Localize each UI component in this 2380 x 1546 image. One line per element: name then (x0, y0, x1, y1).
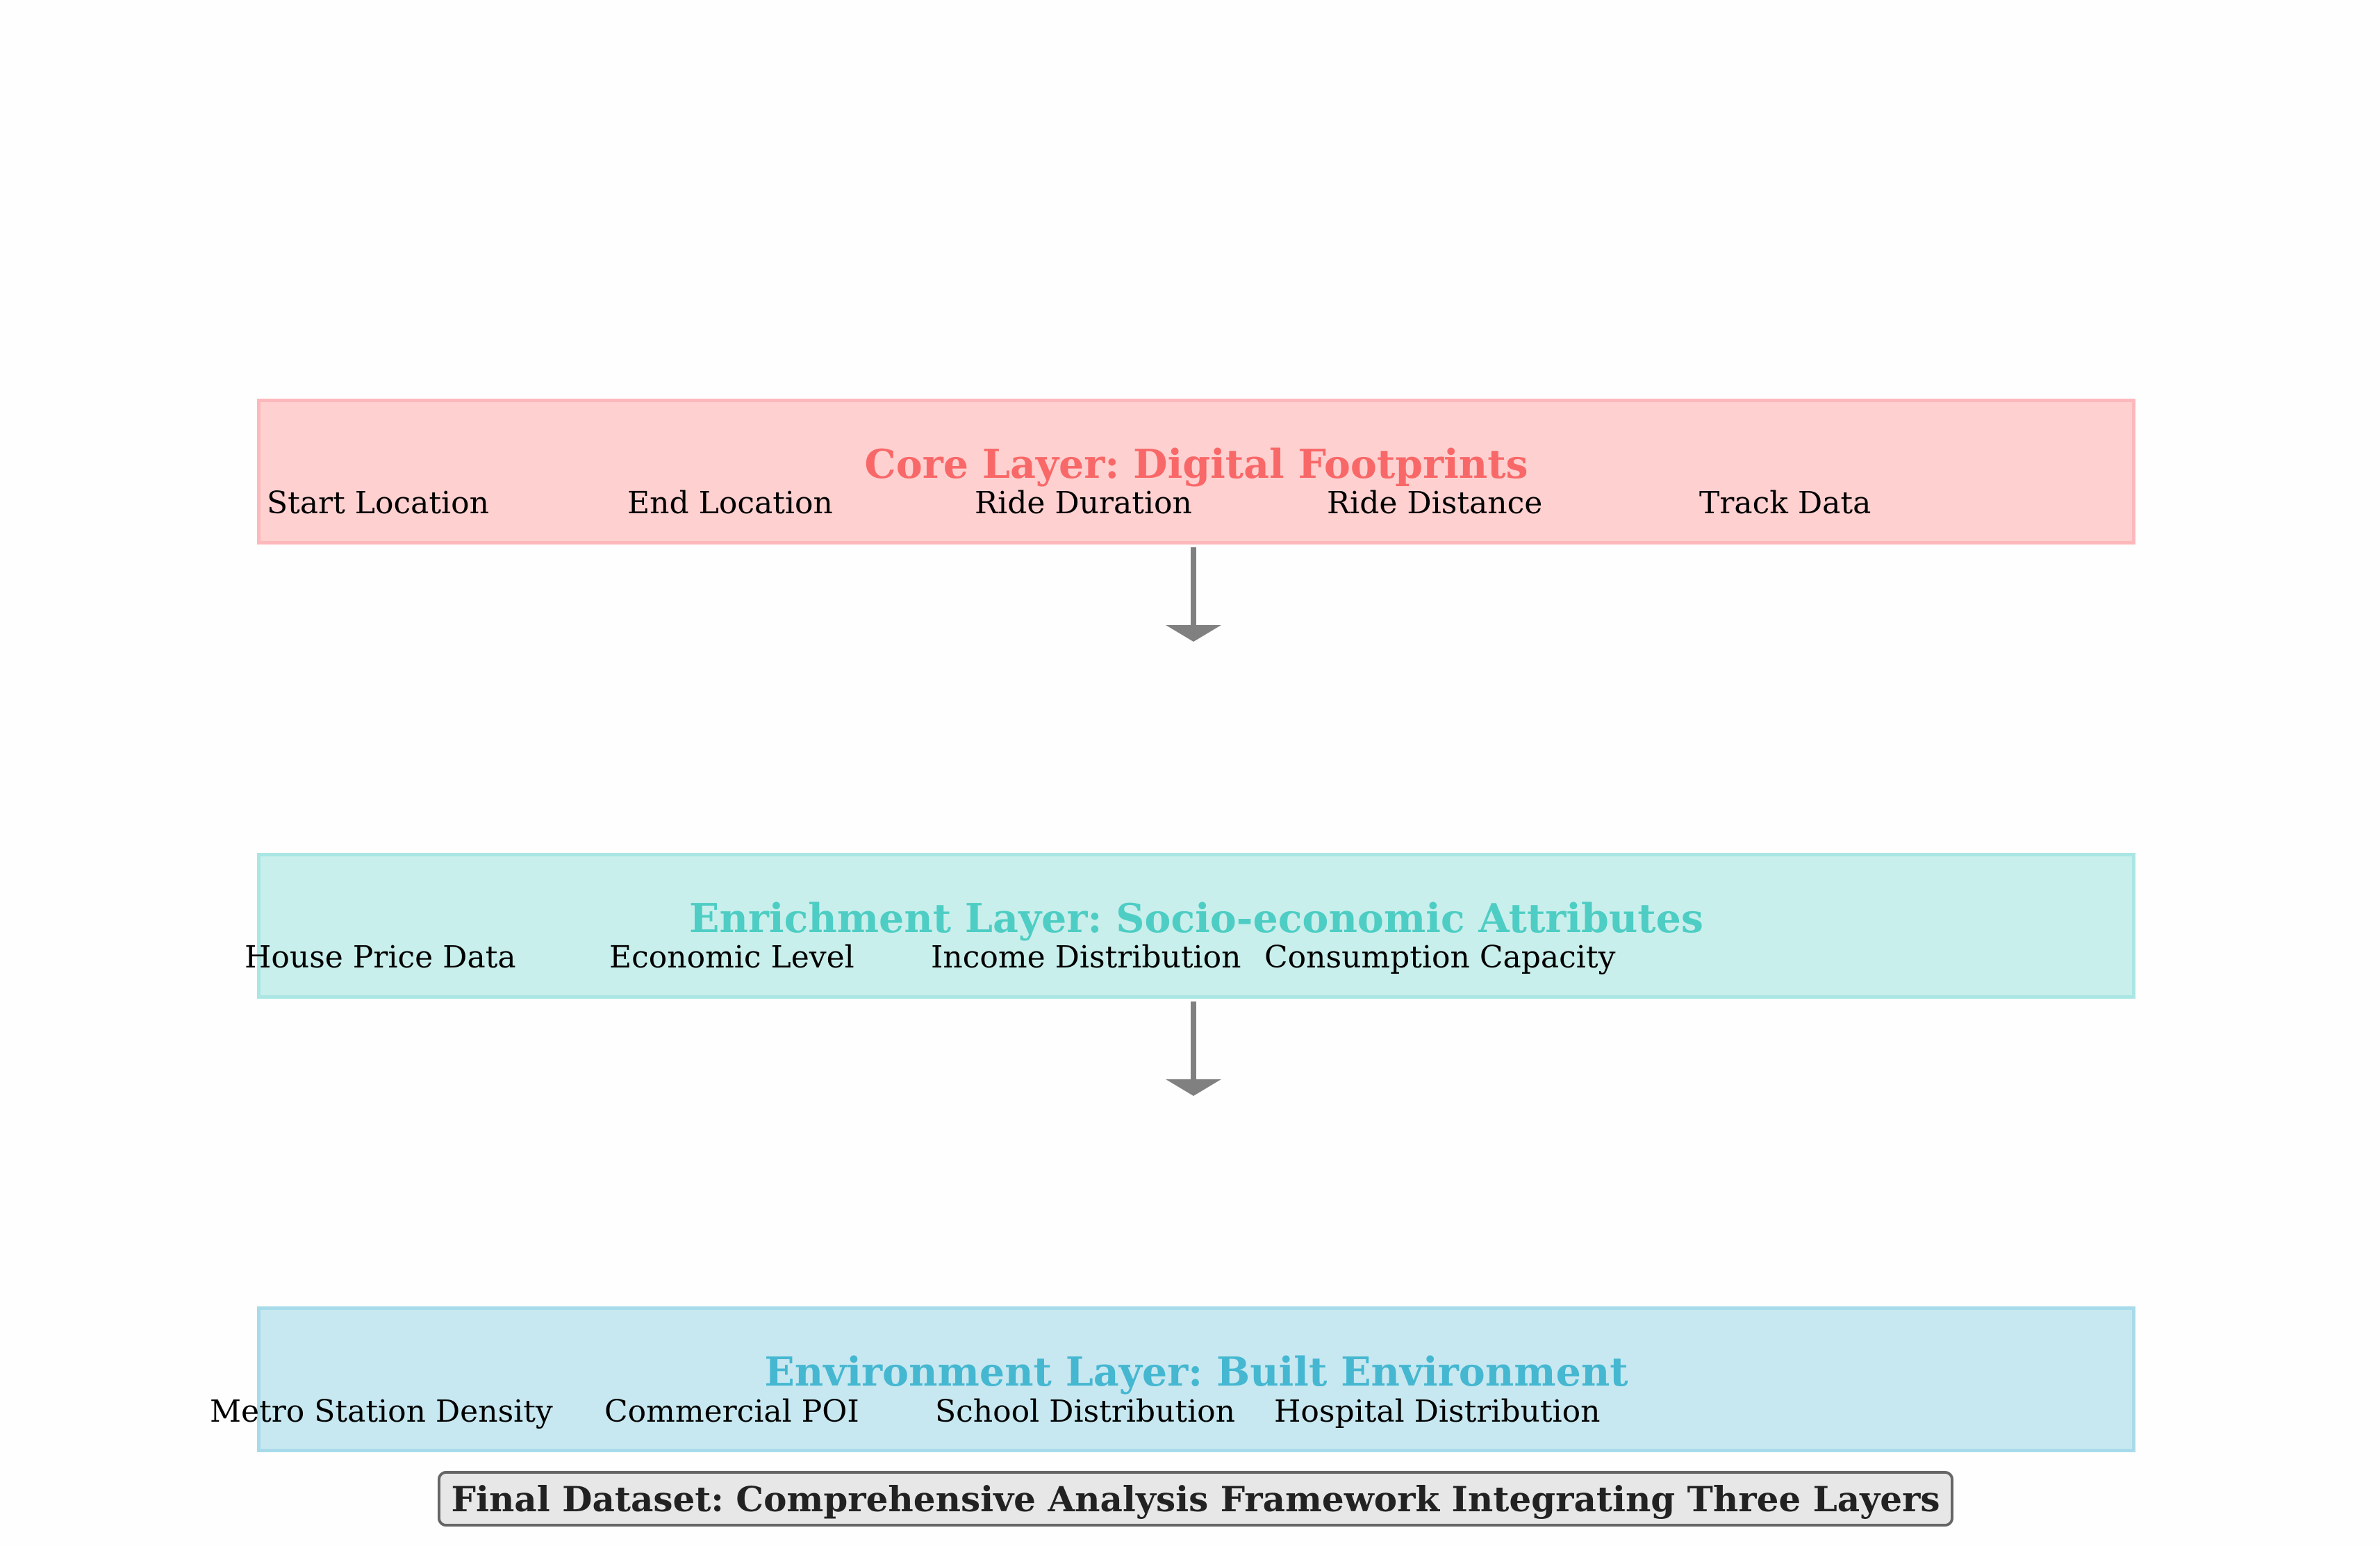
core-item-ride-duration: Ride Duration (975, 485, 1192, 521)
environment-layer-title: Environment Layer: Built Environment (764, 1349, 1628, 1395)
environment-layer-box: Environment Layer: Built Environment (257, 1306, 2135, 1452)
environment-item-metro-station-density: Metro Station Density (210, 1394, 553, 1429)
core-item-start-location: Start Location (267, 485, 489, 521)
enrichment-item-income-distribution: Income Distribution (931, 940, 1241, 975)
environment-item-hospital-distribution: Hospital Distribution (1274, 1394, 1601, 1429)
enrichment-layer-box: Enrichment Layer: Socio-economic Attribu… (257, 853, 2135, 999)
environment-item-school-distribution: School Distribution (935, 1394, 1235, 1429)
final-dataset-label: Final Dataset: Comprehensive Analysis Fr… (438, 1471, 1953, 1527)
core-layer-title: Core Layer: Digital Footprints (864, 441, 1528, 488)
enrichment-item-economic-level: Economic Level (609, 940, 854, 975)
enrichment-item-consumption-capacity: Consumption Capacity (1264, 940, 1616, 975)
arrow-core-to-enrichment (1166, 547, 1221, 642)
enrichment-layer-title: Enrichment Layer: Socio-economic Attribu… (689, 895, 1703, 942)
core-item-track-data: Track Data (1699, 485, 1871, 521)
core-item-ride-distance: Ride Distance (1327, 485, 1543, 521)
core-item-end-location: End Location (627, 485, 833, 521)
environment-item-commercial-poi: Commercial POI (604, 1394, 859, 1429)
arrow-enrichment-to-environment (1166, 1001, 1221, 1096)
core-layer-box: Core Layer: Digital Footprints (257, 399, 2135, 545)
enrichment-item-house-price-data: House Price Data (245, 940, 516, 975)
